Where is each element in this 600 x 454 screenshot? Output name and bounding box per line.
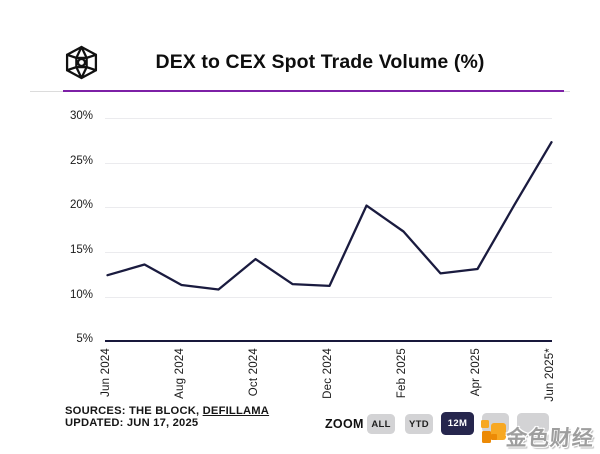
x-axis-tick-label: Oct 2024 [248, 348, 260, 397]
x-axis-tick-label: Jun 2025* [544, 348, 556, 402]
y-axis-tick-label: 10% [69, 289, 93, 301]
updated-line: UPDATED: JUN 17, 2025 [65, 416, 199, 429]
y-axis-tick-label: 15% [69, 244, 93, 256]
page-title: DEX to CEX Spot Trade Volume (%) [155, 51, 485, 73]
x-axis-tick-label: Apr 2025 [470, 348, 482, 397]
defillama-link[interactable]: DEFILLAMA [202, 405, 270, 417]
x-axis-tick-label: Dec 2024 [322, 348, 334, 399]
gridline-30 [105, 118, 552, 119]
header-divider-accent [63, 90, 564, 92]
trend-line [106, 141, 553, 291]
gridline-10 [105, 296, 552, 298]
y-axis-tick-label: 20% [69, 199, 93, 211]
gridline-25 [105, 162, 552, 164]
jinse-logo-icon [491, 434, 497, 440]
zoom-label: ZOOM [325, 417, 364, 431]
x-axis-tick-label: Aug 2024 [174, 348, 186, 399]
zoom-button-12m[interactable]: 12M [441, 412, 474, 435]
jinse-logo-icon [481, 420, 489, 428]
sources-block: SOURCES: THE BLOCK, DEFILLAMA UPDATED: J… [65, 405, 270, 430]
y-axis-tick-label: 25% [69, 155, 93, 167]
x-axis-line [105, 340, 552, 342]
y-axis-tick-label: 30% [69, 110, 93, 122]
x-axis-tick-label: Feb 2025 [396, 348, 408, 399]
sources-prefix: SOURCES: THE BLOCK, [65, 405, 200, 417]
zoom-button-all[interactable]: ALL [367, 414, 395, 434]
x-axis-tick-label: Jun 2024 [100, 348, 112, 397]
zoom-button-ytd[interactable]: YTD [405, 414, 433, 434]
gridline-15 [105, 252, 552, 253]
watermark-text: 金色财经 [505, 426, 595, 450]
the-block-cube-logo-icon [65, 45, 98, 80]
y-axis-tick-label: 5% [76, 333, 93, 345]
sources-line: SOURCES: THE BLOCK, DEFILLAMA [65, 405, 270, 418]
gridline-20 [105, 207, 552, 209]
jinse-logo-icon [482, 431, 491, 443]
zoom-button-obscured-2[interactable] [517, 413, 549, 433]
